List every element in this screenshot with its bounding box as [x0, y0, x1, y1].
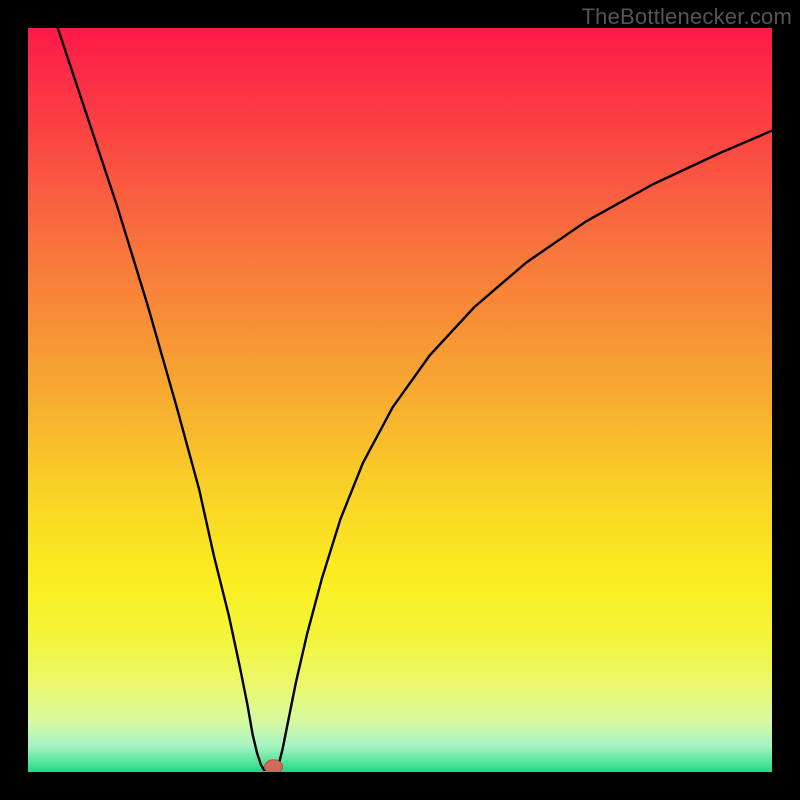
chart-frame-left [0, 0, 28, 800]
optimum-marker [265, 760, 283, 774]
plot-background [28, 28, 772, 772]
chart-frame-bottom [0, 772, 800, 800]
chart-container: TheBottlenecker.com [0, 0, 800, 800]
chart-frame-right [772, 0, 800, 800]
bottleneck-chart [0, 0, 800, 800]
watermark-text: TheBottlenecker.com [582, 4, 792, 30]
